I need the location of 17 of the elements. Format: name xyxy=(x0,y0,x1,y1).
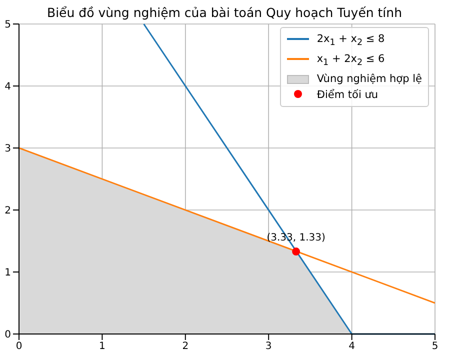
y-tick-label: 4 xyxy=(4,82,11,93)
x-tick-label: 0 xyxy=(16,341,22,352)
y-tick-label: 3 xyxy=(4,144,11,155)
legend-label: x$_{1}$ + 2x$_{2}$ ≤ 6 xyxy=(316,53,385,68)
y-tick-label: 0 xyxy=(4,330,11,341)
x-tick-label: 2 xyxy=(182,341,189,352)
legend-label: Vùng nghiệm hợp lệ xyxy=(316,73,422,86)
legend-label: 2x$_{1}$ + x$_{2}$ ≤ 8 xyxy=(316,33,385,48)
x-tick-label: 4 xyxy=(348,341,355,352)
y-tick-label: 2 xyxy=(4,206,11,217)
x-tick-label: 5 xyxy=(432,341,438,352)
legend-label: Điểm tối ưu xyxy=(316,89,378,102)
x-tick-label: 1 xyxy=(99,341,106,352)
y-tick-label: 5 xyxy=(4,20,11,31)
chart-title: Biểu đồ vùng nghiệm của bài toán Quy hoạch Tuyến tính xyxy=(46,5,403,20)
x-tick-label: 3 xyxy=(265,341,272,352)
y-tick-label: 1 xyxy=(4,268,11,279)
